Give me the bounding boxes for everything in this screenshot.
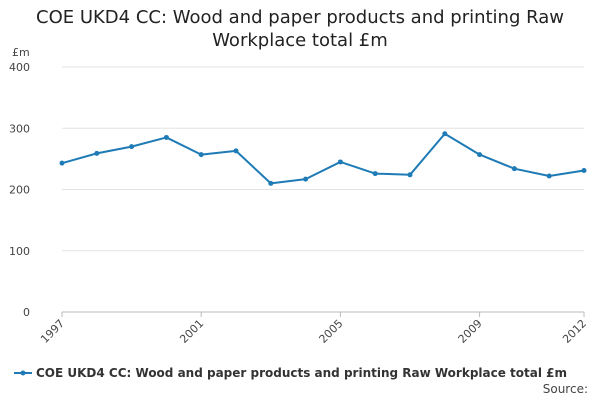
y-tick-label: 100 [9, 245, 30, 258]
data-point [477, 152, 483, 158]
source-label: Source: [542, 382, 588, 396]
y-tick-label: 400 [9, 61, 30, 74]
legend-label: COE UKD4 CC: Wood and paper products and… [36, 366, 568, 380]
series-layer [59, 131, 587, 186]
x-tick-label: 1997 [38, 317, 67, 346]
x-tick-label: 2005 [317, 317, 346, 346]
series-line [61, 132, 585, 185]
y-axis-label: £m [12, 46, 30, 59]
y-tick-label: 200 [9, 184, 30, 197]
grid-lines [62, 66, 584, 252]
data-point [546, 173, 552, 179]
y-tick-label: 0 [23, 306, 30, 319]
data-point [442, 131, 448, 137]
data-point [233, 148, 239, 154]
x-tick-label: 2009 [456, 317, 485, 346]
data-point [163, 134, 169, 140]
data-point [303, 176, 309, 182]
data-point [337, 159, 343, 165]
x-tick-label: 2001 [177, 317, 206, 346]
x-tick-label: 2012 [560, 317, 589, 346]
legend-swatch [14, 370, 32, 376]
data-point [198, 152, 204, 158]
data-point [581, 168, 587, 174]
data-point [407, 172, 413, 178]
data-point [94, 150, 100, 156]
data-point [372, 171, 378, 177]
y-tick-label: 300 [9, 122, 30, 135]
data-point [268, 180, 274, 186]
legend: COE UKD4 CC: Wood and paper products and… [14, 366, 567, 380]
data-point [511, 166, 517, 172]
chart-title: COE UKD4 CC: Wood and paper products and… [36, 7, 564, 51]
axes: 0 100 200 300 400 £m 1997 2001 2005 2009 2012 [9, 46, 589, 346]
data-point [129, 144, 135, 150]
data-point [59, 160, 65, 166]
